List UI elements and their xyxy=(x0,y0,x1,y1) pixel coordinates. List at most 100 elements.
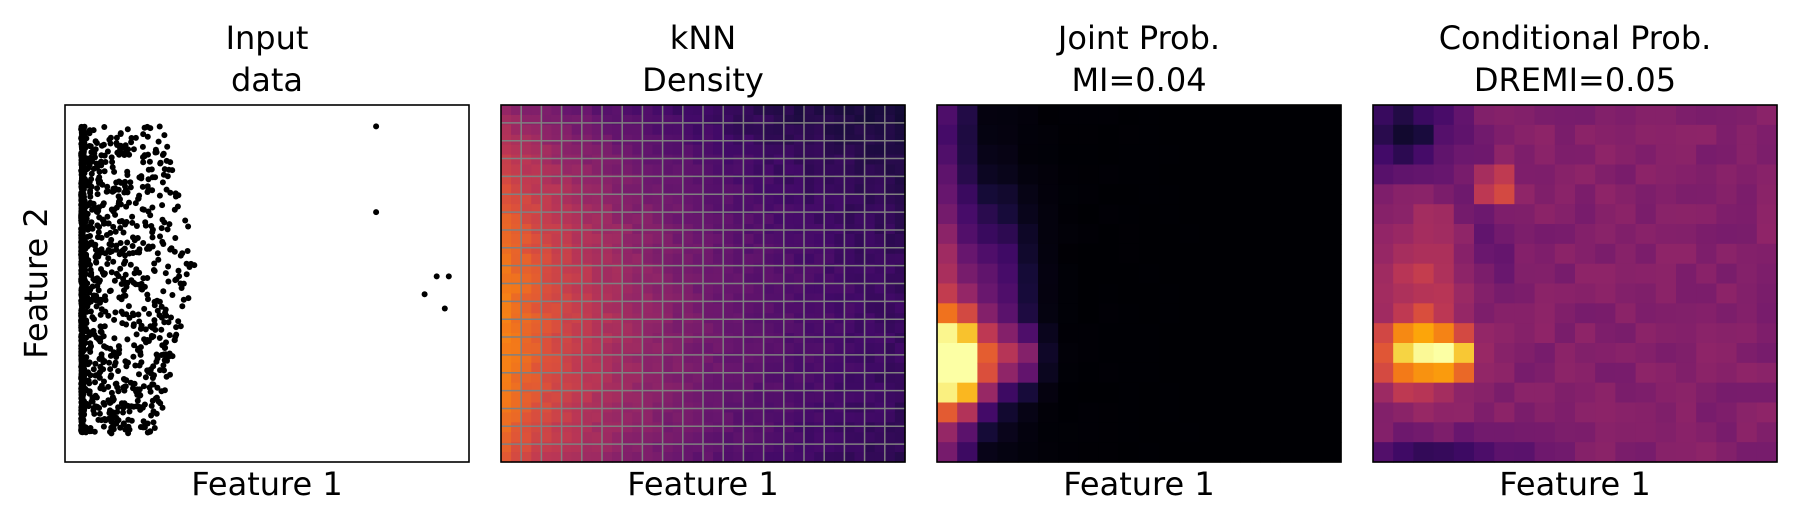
heat-cell xyxy=(1474,442,1495,463)
heat-cell xyxy=(652,253,664,265)
heat-cell xyxy=(571,382,583,394)
heat-cell xyxy=(662,194,674,205)
heat-cell xyxy=(531,164,542,176)
heat-cell xyxy=(571,283,583,295)
heat-cell xyxy=(804,323,815,334)
scatter-point xyxy=(145,296,151,303)
scatter-point xyxy=(124,172,131,178)
heat-cell xyxy=(521,214,532,225)
heat-cell xyxy=(622,214,633,225)
heat-cell xyxy=(1219,362,1241,384)
scatter-point xyxy=(94,185,101,192)
scatter-point xyxy=(146,245,153,252)
heat-cell xyxy=(571,432,583,443)
heat-cell xyxy=(1696,382,1717,404)
heat-cell xyxy=(642,105,654,116)
heat-cell xyxy=(1433,105,1455,126)
heat-cell xyxy=(682,293,694,304)
heat-cell xyxy=(703,164,714,176)
heat-cell xyxy=(804,343,815,354)
heat-cell xyxy=(713,194,724,205)
heat-cell xyxy=(1300,382,1322,404)
heat-cell xyxy=(561,194,573,205)
heat-cell xyxy=(1260,323,1281,344)
heat-cell xyxy=(884,214,896,225)
heat-cell xyxy=(1474,382,1495,404)
scatter-point xyxy=(87,340,94,347)
scatter-point xyxy=(177,280,184,287)
scatter-point xyxy=(96,174,103,181)
heat-cell xyxy=(551,323,563,334)
heat-cell xyxy=(783,382,795,394)
heat-cell xyxy=(703,114,714,126)
heat-cell xyxy=(713,432,724,443)
heat-cell xyxy=(682,174,694,185)
heat-cell xyxy=(642,114,654,126)
heat-cell xyxy=(1320,124,1342,146)
heat-cell xyxy=(937,362,958,384)
heat-cell xyxy=(864,105,876,116)
heat-cell xyxy=(834,243,845,255)
heat-cell xyxy=(531,432,542,443)
heat-cell xyxy=(854,184,866,195)
heat-cell xyxy=(521,382,532,394)
heat-cell xyxy=(1736,164,1758,185)
heat-cell xyxy=(1373,204,1394,225)
heat-cell xyxy=(977,263,999,285)
heat-cell xyxy=(884,303,896,314)
heat-cell xyxy=(1696,105,1717,126)
scatter-point xyxy=(130,353,137,360)
heat-cell xyxy=(672,154,684,166)
heat-cell xyxy=(591,263,603,275)
heat-cell xyxy=(682,105,694,116)
heat-cell xyxy=(642,273,654,285)
heat-cell xyxy=(937,323,958,344)
heat-cell xyxy=(1575,362,1596,384)
heat-cell xyxy=(602,442,613,453)
heat-cell xyxy=(814,233,825,245)
heat-cell xyxy=(1413,184,1435,205)
scatter-point xyxy=(106,241,113,248)
heat-cell xyxy=(773,293,785,304)
heat-cell xyxy=(1219,303,1241,324)
heat-cell xyxy=(1240,382,1261,404)
heat-cell xyxy=(804,144,815,156)
heat-cell xyxy=(1078,263,1100,285)
scatter-point xyxy=(151,302,158,309)
heat-cell xyxy=(733,174,744,185)
heat-cell xyxy=(1756,184,1778,205)
heat-cell xyxy=(602,233,613,245)
heat-cell xyxy=(1474,323,1495,344)
heat-cell xyxy=(1534,105,1556,126)
heat-cell xyxy=(884,442,896,453)
scatter-point xyxy=(111,277,118,284)
heat-cell xyxy=(501,124,512,136)
heat-cell xyxy=(763,412,775,423)
scatter-point xyxy=(156,192,163,199)
heat-cell xyxy=(1078,303,1100,324)
heat-cell xyxy=(844,273,856,285)
heat-cell xyxy=(561,392,573,404)
scatter-point xyxy=(133,223,140,229)
scatter-point xyxy=(115,417,122,424)
heat-cell xyxy=(743,114,755,126)
heat-cell xyxy=(1300,164,1322,185)
heat-cell xyxy=(1655,323,1677,344)
heat-cell xyxy=(844,253,856,265)
heat-cell xyxy=(551,333,563,344)
heat-cell xyxy=(894,343,906,354)
heat-cell xyxy=(1474,105,1495,126)
scatter-point xyxy=(175,318,182,325)
heat-cell xyxy=(1219,184,1241,205)
heat-cell xyxy=(763,362,775,374)
heat-cell xyxy=(1554,422,1576,443)
heat-cell xyxy=(652,184,664,195)
scatter-point xyxy=(167,371,173,378)
scatter-point xyxy=(112,228,119,235)
scatter-point xyxy=(91,410,98,417)
heat-cell xyxy=(793,164,805,176)
heat-cell xyxy=(521,343,532,354)
heat-cell xyxy=(703,392,714,404)
heat-cell xyxy=(703,352,714,364)
heat-cell xyxy=(834,432,845,443)
